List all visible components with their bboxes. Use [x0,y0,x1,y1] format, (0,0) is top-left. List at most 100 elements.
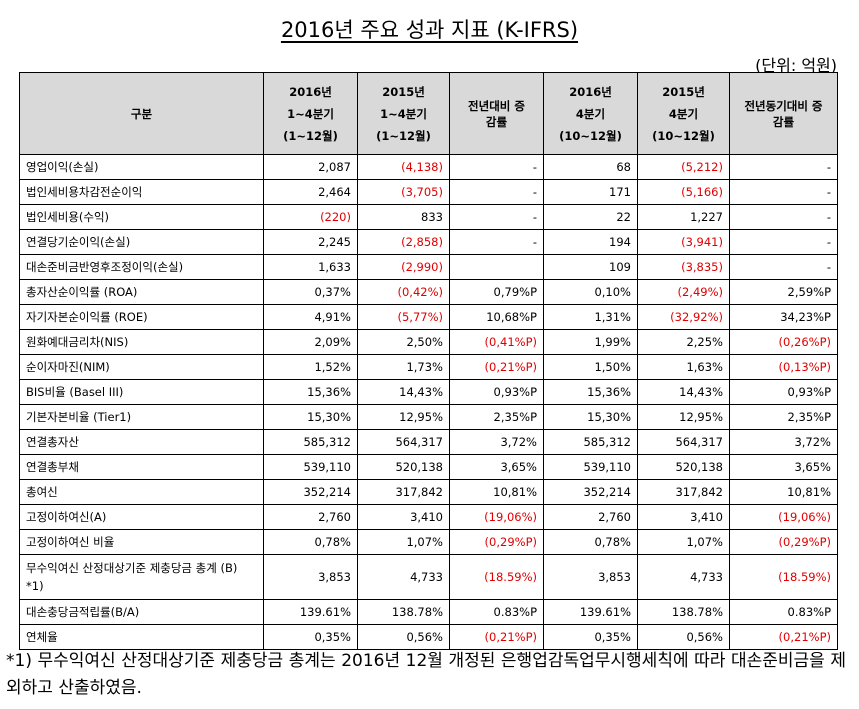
cell-c1: 139.61% [263,599,358,625]
row-label: 무수익여신 산정대상기준 제충당금 총계 (B) *1) [19,554,264,600]
cell-c6: - [729,254,838,280]
table-row: 대손충당금적립률(B/A) 139.61% 138.78% 0.83%P 139.61%… [19,599,838,625]
cell-c1: 539,110 [263,454,358,480]
cell-c3: (0,41%P) [449,329,544,355]
cell-c4: 1,99% [543,329,638,355]
cell-c1: 2,245 [263,229,358,255]
header-2015-q4: 2015년 4분기 (10~12월) [637,72,730,155]
table-row: 고정이하여신 비율 0,78% 1,07% (0,29%P) 0,78% 1,07% (0,… [19,529,838,555]
row-label: 영업이익(손실) [19,154,264,180]
cell-c2: (0,42%) [357,279,450,305]
table-row: 고정이하여신(A) 2,760 3,410 (19,06%) 2,760 3,410 (19… [19,504,838,530]
cell-c6: (19,06%) [729,504,838,530]
cell-c1: 15,36% [263,379,358,405]
cell-c1: 3,853 [263,554,358,600]
cell-c6: 2,35%P [729,404,838,430]
cell-c2: 138.78% [357,599,450,625]
cell-c2: 1,07% [357,529,450,555]
cell-c4: 0,78% [543,529,638,555]
cell-c1: 2,087 [263,154,358,180]
header-2016-full-year: 2016년 1~4분기 (1~12월) [263,72,358,155]
cell-c1: 352,214 [263,479,358,505]
table-row: 총여신 352,214 317,842 10,81% 352,214 317,842 10,… [19,479,838,505]
page-title: 2016년 주요 성과 지표 (K-IFRS) [280,18,579,42]
cell-c1: 15,30% [263,404,358,430]
cell-c3: (18.59%) [449,554,544,600]
table-row: 연결총부채 539,110 520,138 3,65% 539,110 520,138 3,… [19,454,838,480]
performance-table: 구분 2016년 1~4분기 (1~12월) 2015년 1~4분기 (1~12월) 전… [19,72,838,650]
cell-c1: 1,52% [263,354,358,380]
cell-c1: 0,37% [263,279,358,305]
cell-c6: (0,21%P) [729,624,838,650]
table-body: 영업이익(손실) 2,087 (4,138) -68 (5,212) - 법인세비용차감전순… [19,154,838,650]
cell-c5: (3,835) [637,254,730,280]
cell-c1: 2,464 [263,179,358,205]
cell-c6: - [729,154,838,180]
cell-c4: 109 [543,254,638,280]
cell-c2: 1,73% [357,354,450,380]
cell-c6: 3,72% [729,429,838,455]
cell-c6: (0,29%P) [729,529,838,555]
cell-c2: 2,50% [357,329,450,355]
cell-c3: 3,65% [449,454,544,480]
cell-c5: 138.78% [637,599,730,625]
cell-c4: 22 [543,204,638,230]
cell-c3: - [449,229,544,255]
cell-c2: (2,990) [357,254,450,280]
table-row: 총자산순이익률 (ROA) 0,37% (0,42%) 0,79%P 0,10% (2,4… [19,279,838,305]
table-row: 법인세비용(수익) (220) 833-22 1,227- [19,204,838,230]
cell-c6: 0,93%P [729,379,838,405]
cell-c1: 585,312 [263,429,358,455]
cell-c4: 139.61% [543,599,638,625]
cell-c2: 0,56% [357,624,450,650]
cell-c6: - [729,179,838,205]
cell-c5: 4,733 [637,554,730,600]
row-label: 기본자본비율 (Tier1) [19,404,264,430]
cell-c3: 3,72% [449,429,544,455]
row-label: 자기자본순이익률 (ROE) [19,304,264,330]
cell-c3: - [449,154,544,180]
table-row: 순이자마진(NIM) 1,52% 1,73% (0,21%P) 1,50% 1,63% (0… [19,354,838,380]
row-label: 고정이하여신 비율 [19,529,264,555]
row-label: 총자산순이익률 (ROA) [19,279,264,305]
cell-c5: 12,95% [637,404,730,430]
cell-c1: 2,760 [263,504,358,530]
cell-c4: 1,50% [543,354,638,380]
cell-c2: (2,858) [357,229,450,255]
cell-c5: (5,212) [637,154,730,180]
cell-c2: 4,733 [357,554,450,600]
cell-c5: (5,166) [637,179,730,205]
cell-c4: 0,10% [543,279,638,305]
header-yoy-change: 전년대비 증 감률 [449,72,544,155]
table-row: 법인세비용차감전순이익 2,464 (3,705) -171 (5,166) - [19,179,838,205]
table-row: 연결당기순이익(손실) 2,245 (2,858) -194 (3,941) - [19,229,838,255]
cell-c1: 2,09% [263,329,358,355]
cell-c4: 539,110 [543,454,638,480]
header-2016-q4: 2016년 4분기 (10~12월) [543,72,638,155]
cell-c3: (0,29%P) [449,529,544,555]
cell-c3 [449,254,544,280]
cell-c3: 0,79%P [449,279,544,305]
cell-c3: (0,21%P) [449,624,544,650]
cell-c3: - [449,179,544,205]
table-row: 연체율 0,35% 0,56% (0,21%P) 0,35% 0,56% (0,21%P) [19,624,838,650]
footnote: *1) 무수익여신 산정대상기준 제충당금 총계는 2016년 12월 개정된 … [6,651,846,698]
table-row: 영업이익(손실) 2,087 (4,138) -68 (5,212) - [19,154,838,180]
header-category: 구분 [19,72,264,155]
cell-c2: 14,43% [357,379,450,405]
cell-c2: (5,77%) [357,304,450,330]
cell-c3: (0,21%P) [449,354,544,380]
cell-c5: 3,410 [637,504,730,530]
cell-c1: 4,91% [263,304,358,330]
table-row: 연결총자산 585,312 564,317 3,72% 585,312 564,317 3,… [19,429,838,455]
cell-c5: 0,56% [637,624,730,650]
cell-c2: 520,138 [357,454,450,480]
cell-c5: 2,25% [637,329,730,355]
row-label: 연결총자산 [19,429,264,455]
cell-c6: 3,65% [729,454,838,480]
cell-c2: (4,138) [357,154,450,180]
cell-c4: 194 [543,229,638,255]
cell-c5: 1,227 [637,204,730,230]
row-label: 순이자마진(NIM) [19,354,264,380]
row-label: 고정이하여신(A) [19,504,264,530]
